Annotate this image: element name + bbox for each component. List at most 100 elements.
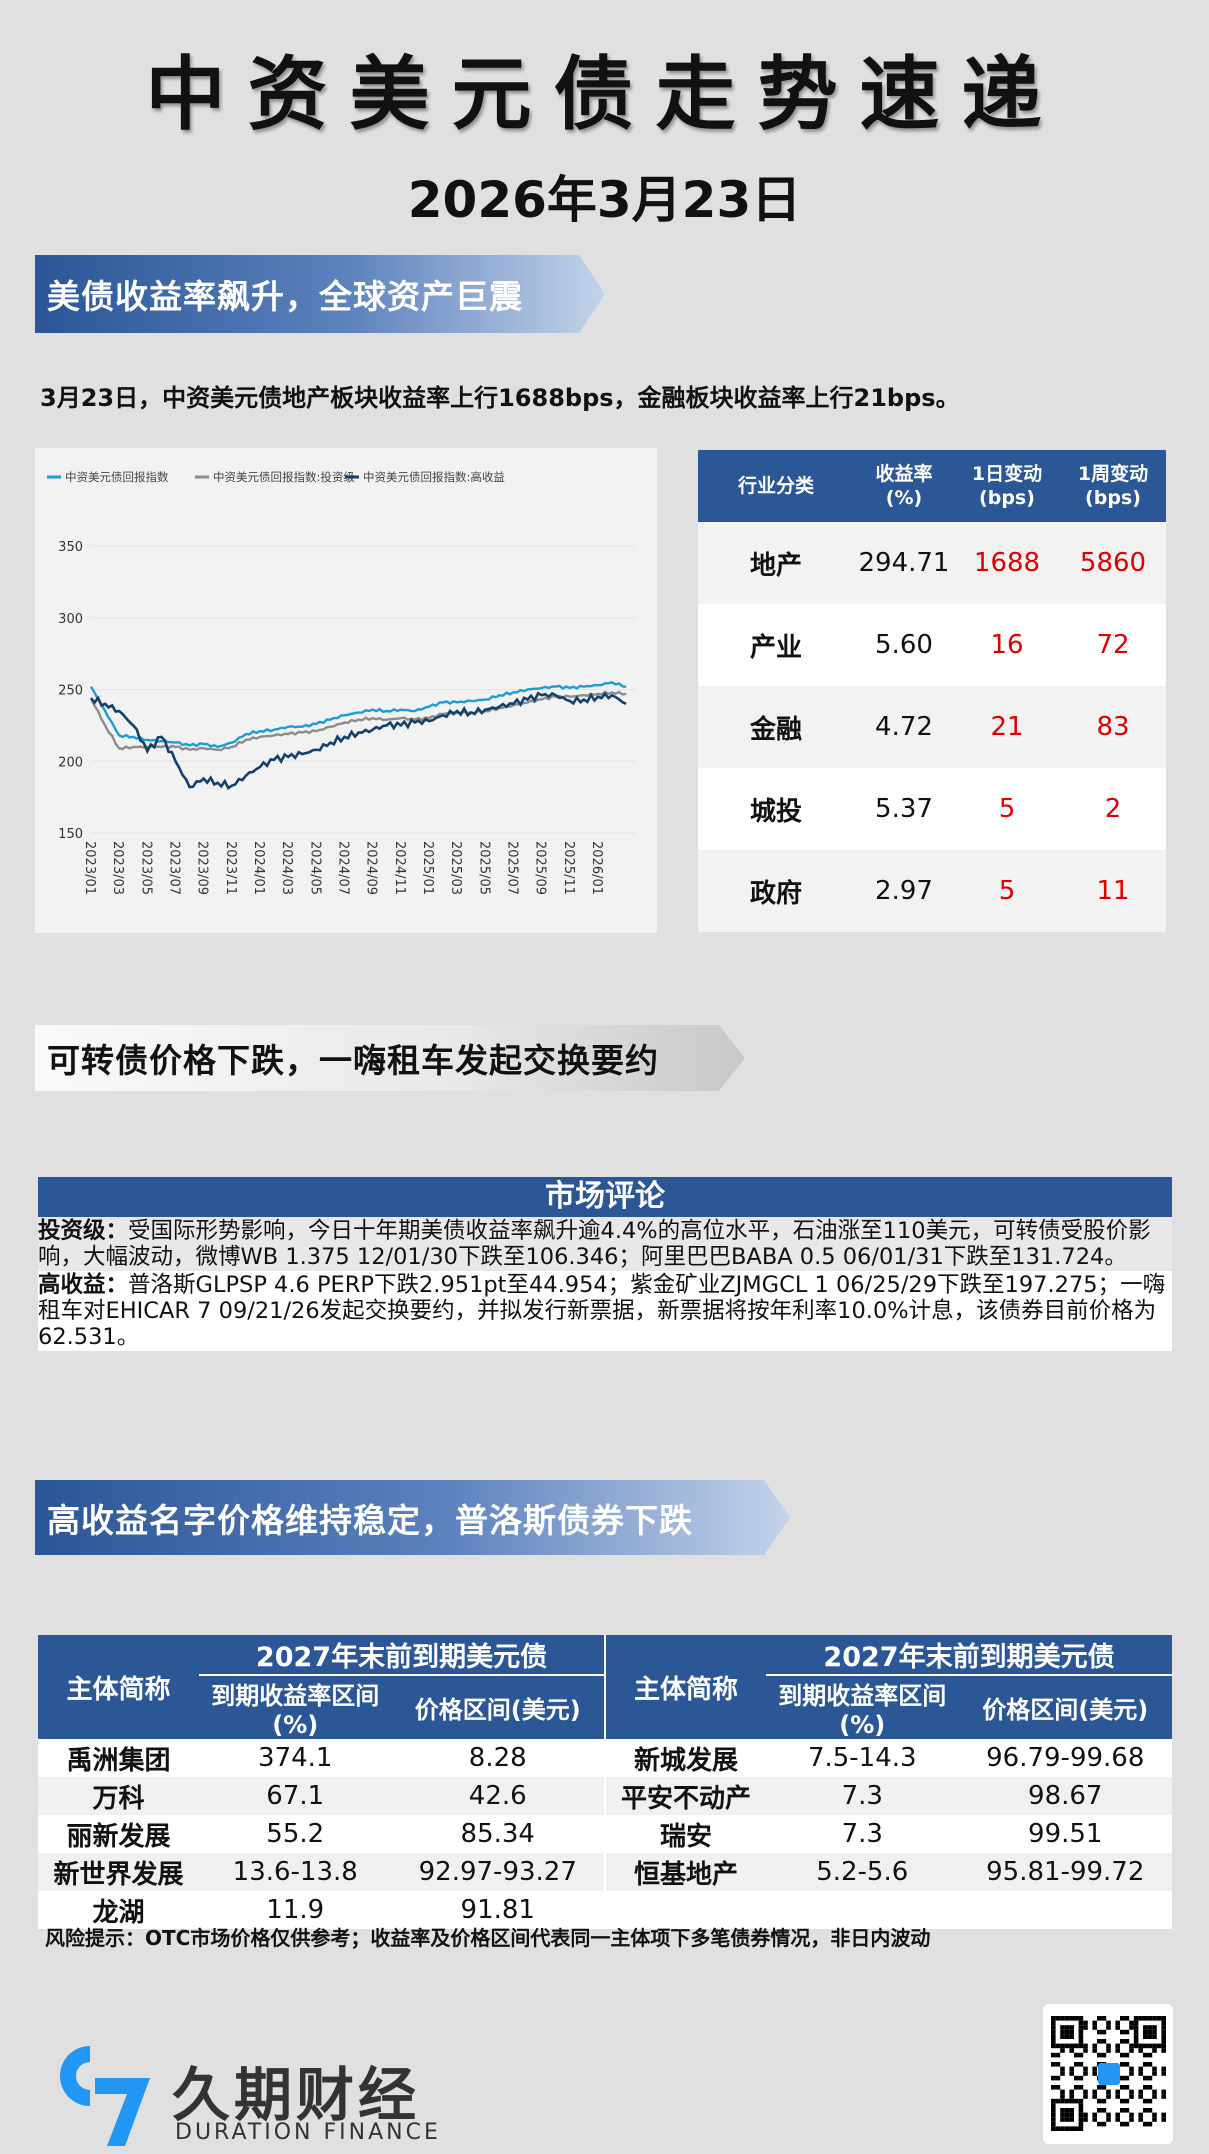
issuer-cell: 恒基地产 [604, 1853, 766, 1891]
price-range-cell: 91.81 [391, 1891, 605, 1929]
issuer-cell: 新城发展 [604, 1739, 766, 1777]
section-banner-convertible: 可转债价格下跌，一嗨租车发起交换要约 [35, 1025, 745, 1091]
change-1w-cell: 83 [1060, 686, 1166, 768]
x-tick-label: 2024/11 [392, 841, 407, 895]
change-1d-cell: 5 [954, 850, 1060, 932]
market-comment: 市场评论 投资级：受国际形势影响，今日十年期美债收益率飙升逾4.4%的高位水平，… [38, 1177, 1172, 1351]
brand-name: 久期财经 [172, 2061, 421, 2129]
col-yield: 收益率(%) [854, 450, 954, 522]
yield-cell: 5.60 [854, 604, 954, 686]
comment-hy: 高收益：普洛斯GLPSP 4.6 PERP下跌2.951pt至44.954；紫金… [38, 1271, 1172, 1351]
change-1d-cell: 1688 [954, 522, 1060, 604]
yield-range-cell: 13.6-13.8 [199, 1853, 392, 1891]
hy-label: 高收益： [38, 1272, 129, 1298]
price-range-cell: 95.81-99.72 [958, 1853, 1172, 1891]
yield-range-cell: 7.3 [766, 1815, 959, 1853]
table-row: 新世界发展 13.6-13.8 92.97-93.27 恒基地产 5.2-5.6 95.8… [38, 1853, 1172, 1891]
series-line-3 [89, 691, 627, 790]
table-header-row: 行业分类 收益率(%) 1日变动(bps) 1周变动(bps) [698, 450, 1166, 522]
yield-cell: 294.71 [854, 522, 954, 604]
report-date: 2026年3月23日 [407, 171, 802, 229]
x-tick-label: 2026/01 [589, 841, 604, 895]
legend-label: 中资美元债回报指数:高收益 [363, 470, 505, 484]
y-tick-label: 350 [58, 540, 83, 555]
x-tick-label: 2025/03 [448, 841, 463, 895]
x-tick-label: 2025/05 [476, 841, 491, 895]
x-tick-label: 2024/01 [251, 841, 266, 895]
x-tick-label: 2025/09 [533, 841, 548, 895]
yield-range-cell: 67.1 [199, 1777, 392, 1815]
table-row: 产业 5.60 16 72 [698, 604, 1166, 686]
price-header: 价格区间(美元) [391, 1675, 605, 1739]
yield-range-cell [766, 1891, 959, 1929]
hy-text: 普洛斯GLPSP 4.6 PERP下跌2.951pt至44.954；紫金矿业ZJ… [38, 1272, 1166, 1350]
x-tick-label: 2024/05 [307, 841, 322, 895]
table-row: 龙湖 11.9 91.81 [38, 1891, 1172, 1929]
change-1d-cell: 16 [954, 604, 1060, 686]
x-tick-label: 2023/01 [82, 841, 97, 895]
change-1w-cell: 11 [1060, 850, 1166, 932]
yield-range-cell: 7.3 [766, 1777, 959, 1815]
chart-svg: 150 200 250 300 350 2023/01 2023/03 2023/05 2023… [47, 470, 636, 895]
change-1w-cell: 2 [1060, 768, 1166, 850]
yield-range-cell: 5.2-5.6 [766, 1853, 959, 1891]
group-header: 2027年末前到期美元债 [199, 1635, 605, 1676]
yield-range-cell: 7.5-14.3 [766, 1739, 959, 1777]
price-range-cell: 99.51 [958, 1815, 1172, 1853]
yield-range-cell: 55.2 [199, 1815, 392, 1853]
qr-code-icon [1051, 2016, 1166, 2131]
yield-cell: 4.72 [854, 686, 954, 768]
x-tick-label: 2024/03 [279, 841, 294, 895]
series-line-2 [89, 690, 627, 752]
table-row: 丽新发展 55.2 85.34 瑞安 7.3 99.51 [38, 1815, 1172, 1853]
table-row: 禹洲集团 374.1 8.28 新城发展 7.5-14.3 96.79-99.68 [38, 1739, 1172, 1777]
group-header: 2027年末前到期美元债 [766, 1635, 1172, 1676]
yield-header: 到期收益率区间(%) [199, 1675, 392, 1739]
sector-cell: 城投 [698, 768, 854, 850]
col-sector: 行业分类 [698, 450, 854, 522]
table-row: 地产 294.71 1688 5860 [698, 522, 1166, 604]
table-row: 政府 2.97 5 11 [698, 850, 1166, 932]
issuer-cell: 瑞安 [604, 1815, 766, 1853]
banner-text: 美债收益率飙升，全球资产巨震 [47, 277, 523, 316]
y-tick-label: 200 [58, 755, 83, 770]
issuer-cell: 平安不动产 [604, 1777, 766, 1815]
price-range-cell: 96.79-99.68 [958, 1739, 1172, 1777]
price-header: 价格区间(美元) [958, 1675, 1172, 1739]
y-tick-label: 300 [58, 612, 83, 627]
change-1d-cell: 5 [954, 768, 1060, 850]
ig-label: 投资级： [38, 1218, 129, 1244]
price-range-cell: 92.97-93.27 [391, 1853, 605, 1891]
issuer-cell: 禹洲集团 [38, 1739, 199, 1777]
price-range-cell: 42.6 [391, 1777, 605, 1815]
legend-label: 中资美元债回报指数 [65, 470, 169, 484]
name-header: 主体简称 [604, 1635, 766, 1739]
risk-note: 风险提示：OTC市场价格仅供参考；收益率及价格区间代表同一主体项下多笔债券情况，… [45, 1926, 931, 1950]
page-title: 中资美元债走势速递 [145, 48, 1064, 141]
bond-price-table: 主体简称 2027年末前到期美元债 主体简称 2027年末前到期美元债 到期收益… [38, 1635, 1172, 1929]
duration-finance-logo-icon [60, 2046, 150, 2146]
banner-text: 可转债价格下跌，一嗨租车发起交换要约 [47, 1041, 659, 1080]
name-header: 主体简称 [38, 1635, 199, 1739]
x-tick-label: 2023/05 [138, 841, 153, 895]
y-tick-label: 150 [58, 827, 83, 842]
change-1w-cell: 72 [1060, 604, 1166, 686]
price-range-cell: 85.34 [391, 1815, 605, 1853]
x-tick-label: 2023/09 [195, 841, 210, 895]
x-tick-label: 2024/09 [364, 841, 379, 895]
issuer-cell: 龙湖 [38, 1891, 199, 1929]
x-tick-label: 2025/07 [504, 841, 519, 895]
legend-label: 中资美元债回报指数:投资级 [213, 470, 355, 484]
table-row: 万科 67.1 42.6 平安不动产 7.3 98.67 [38, 1777, 1172, 1815]
series-line-1 [89, 681, 627, 749]
yield-range-cell: 374.1 [199, 1739, 392, 1777]
brand-name-en: DURATION FINANCE [175, 2120, 441, 2145]
section-banner-highyield: 高收益名字价格维持稳定，普洛斯债券下跌 [35, 1480, 790, 1555]
index-line-chart: 150 200 250 300 350 2023/01 2023/03 2023/05 2023… [35, 448, 657, 933]
summary-text: 3月23日，中资美元债地产板块收益率上行1688bps，金融板块收益率上行21b… [40, 384, 960, 412]
qr-code[interactable] [1043, 2004, 1173, 2144]
sector-cell: 产业 [698, 604, 854, 686]
price-range-cell: 8.28 [391, 1739, 605, 1777]
x-tick-label: 2024/07 [335, 841, 350, 895]
yield-cell: 5.37 [854, 768, 954, 850]
